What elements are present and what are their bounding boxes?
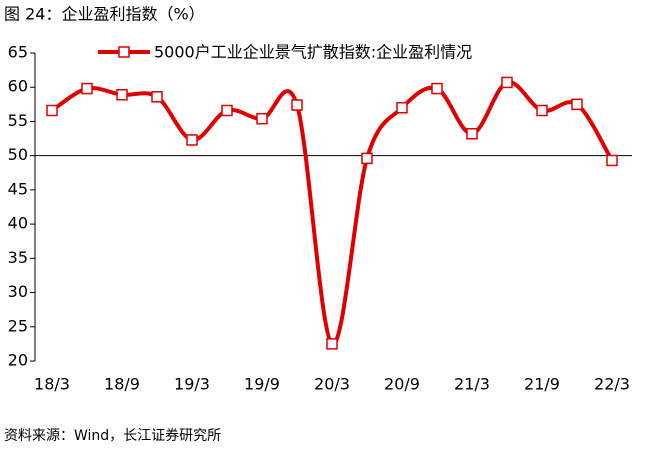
point-marker bbox=[116, 89, 128, 101]
y-tick-label: 35 bbox=[8, 248, 28, 267]
x-tick-label: 21/3 bbox=[454, 375, 490, 394]
point-marker bbox=[571, 98, 583, 111]
y-tick-label: 45 bbox=[8, 179, 28, 198]
x-tick-label: 19/9 bbox=[244, 375, 280, 394]
source-note: 资料来源：Wind，长江证券研究所 bbox=[4, 428, 221, 444]
x-tick-label: 20/3 bbox=[314, 375, 350, 394]
series-line bbox=[50, 80, 614, 346]
legend-marker bbox=[118, 46, 130, 58]
x-tick-label: 18/9 bbox=[104, 375, 140, 394]
y-tick-label: 20 bbox=[8, 351, 28, 370]
y-tick-label: 30 bbox=[8, 282, 28, 301]
x-tick-label: 20/9 bbox=[384, 375, 420, 394]
point-marker bbox=[396, 102, 408, 114]
x-tick-label: 19/3 bbox=[174, 375, 210, 394]
point-marker bbox=[46, 104, 58, 117]
y-tick-label: 65 bbox=[8, 43, 28, 62]
point-marker bbox=[431, 82, 443, 95]
y-tick-label: 60 bbox=[8, 77, 28, 96]
point-marker bbox=[186, 134, 198, 146]
x-tick-label: 21/9 bbox=[524, 375, 560, 394]
point-marker bbox=[361, 152, 373, 165]
y-tick-label: 25 bbox=[8, 316, 28, 335]
y-tick-label: 55 bbox=[8, 111, 28, 130]
point-marker bbox=[151, 91, 163, 103]
x-tick-label: 18/3 bbox=[34, 375, 70, 394]
x-tick-label: 22/3 bbox=[594, 375, 630, 394]
y-tick-label: 40 bbox=[8, 214, 28, 233]
point-marker bbox=[291, 99, 303, 111]
point-marker bbox=[221, 104, 233, 117]
point-marker bbox=[606, 154, 618, 167]
legend-label: 5000户工业企业景气扩散指数:企业盈利情况 bbox=[154, 43, 472, 62]
y-tick-label: 50 bbox=[8, 145, 28, 164]
point-marker bbox=[466, 128, 478, 140]
point-marker bbox=[256, 112, 268, 125]
chart-title: 图 24：企业盈利指数（%） bbox=[4, 5, 205, 24]
point-marker bbox=[81, 82, 93, 95]
point-marker bbox=[326, 338, 338, 350]
point-marker bbox=[501, 76, 513, 89]
point-marker bbox=[536, 104, 548, 117]
